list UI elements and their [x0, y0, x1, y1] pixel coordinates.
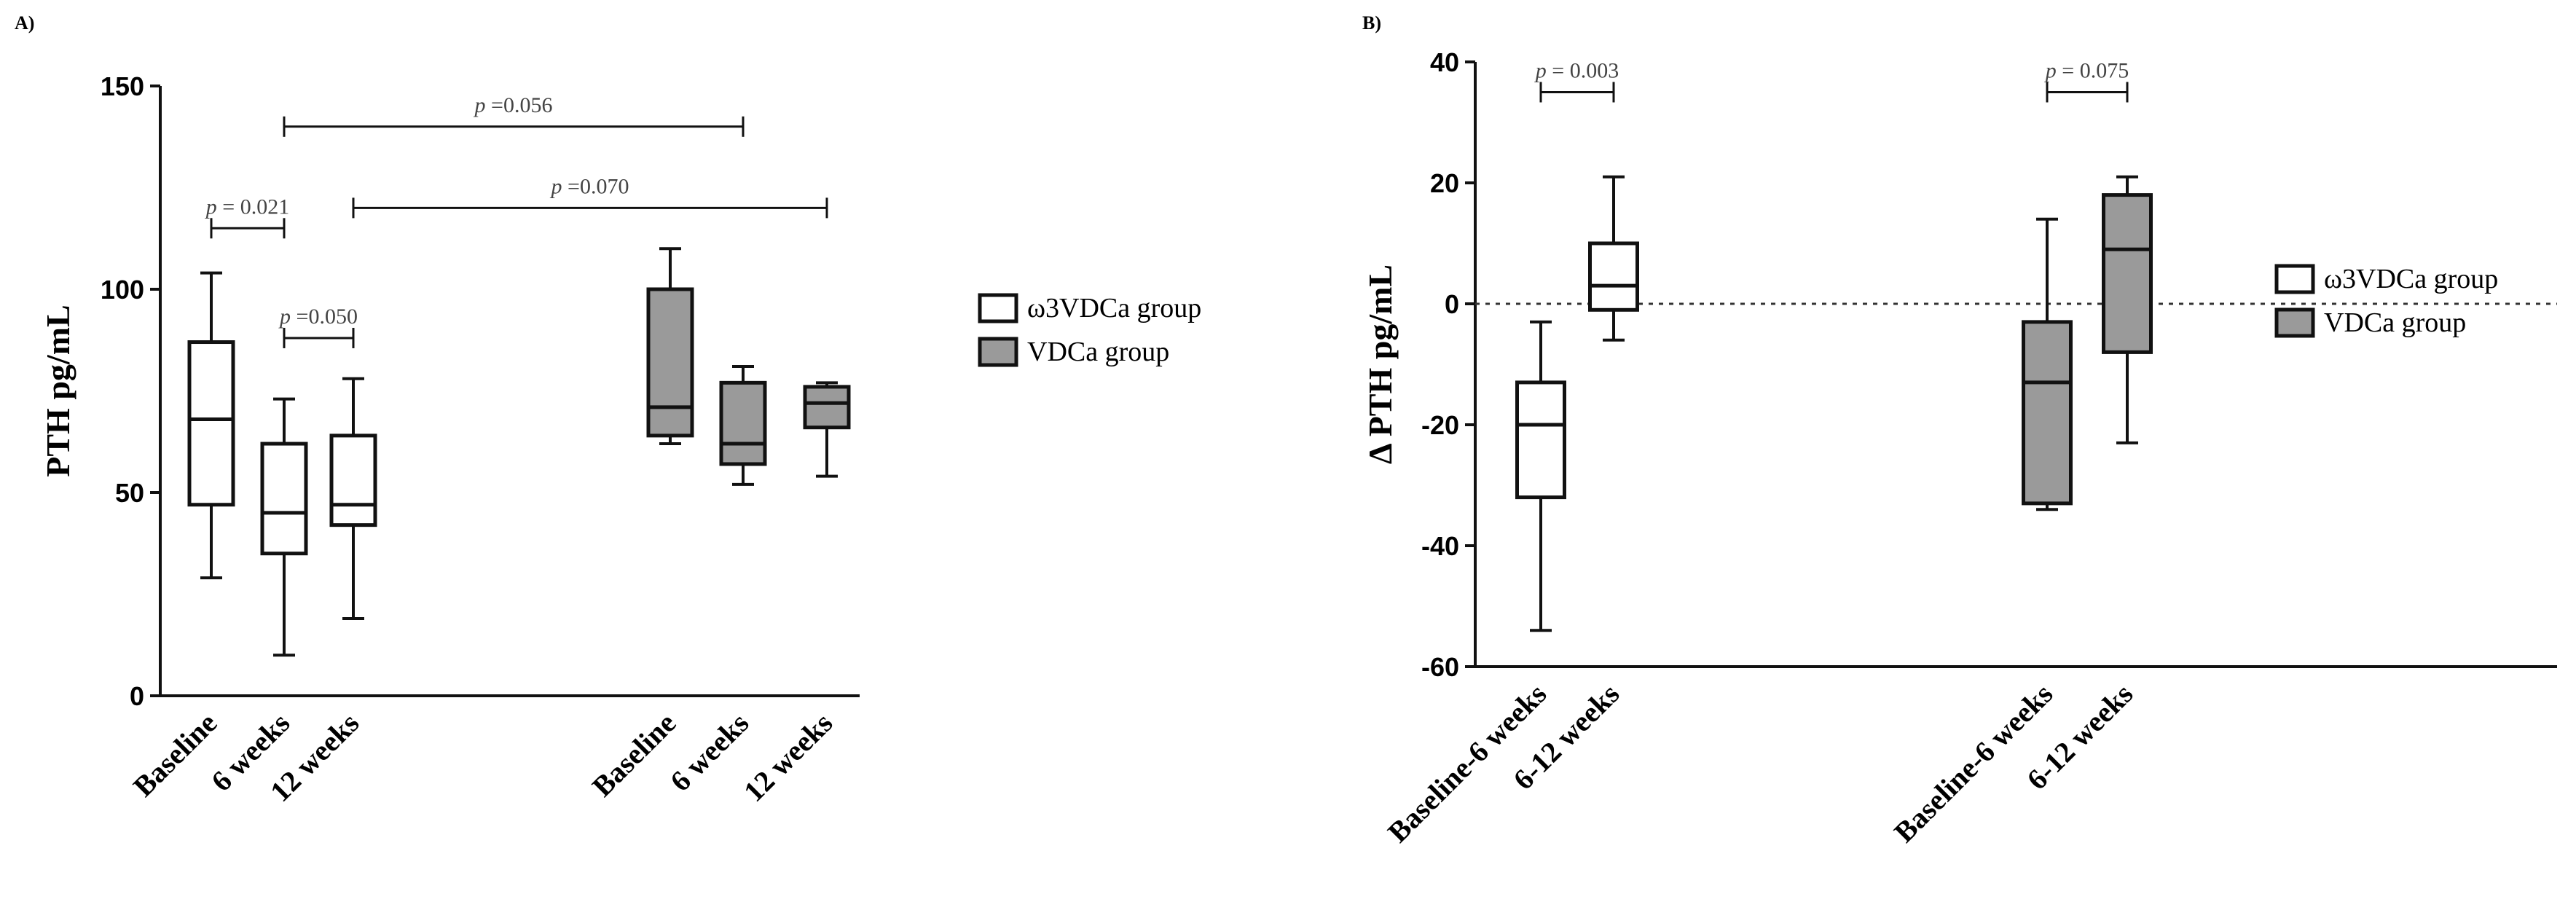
legend-swatch: [2274, 307, 2315, 338]
iqr-box: [646, 287, 694, 438]
y-tick-label: 20: [1430, 168, 1459, 198]
y-tick-label: 0: [130, 681, 144, 711]
legend-swatch: [978, 337, 1018, 367]
p-value-label: p = 0.075: [2044, 59, 2129, 83]
box-plot: [719, 365, 767, 486]
p-value: =0.050: [291, 305, 358, 329]
p-symbol: p: [550, 174, 562, 198]
significance-bracket: p = 0.021: [205, 195, 289, 239]
legend: ω3VDCa group VDCa group: [978, 293, 1201, 367]
iqr-box: [260, 442, 308, 556]
y-axis-title: PTH pg/mL: [39, 305, 76, 476]
iqr-box: [803, 385, 851, 430]
p-value: = 0.075: [2057, 59, 2129, 83]
legend-label: ω3VDCa group: [2324, 264, 2498, 294]
x-category-label: Baseline: [586, 707, 682, 803]
box-plot: [260, 397, 308, 657]
iqr-box: [329, 434, 377, 527]
legend-swatch: [978, 293, 1018, 323]
iqr-box: [187, 340, 235, 507]
box-plot: [803, 381, 851, 478]
significance-bracket: p =0.070: [352, 174, 828, 219]
p-symbol: p: [1534, 59, 1547, 83]
p-value-label: p =0.050: [278, 305, 358, 329]
legend-label: ω3VDCa group: [1027, 293, 1201, 323]
y-tick-label: 0: [1445, 289, 1459, 319]
iqr-box: [1515, 380, 1566, 500]
p-symbol: p: [474, 93, 486, 117]
p-value: =0.056: [486, 93, 553, 117]
significance-bracket: p = 0.003: [1534, 59, 1619, 103]
iqr-box: [1588, 241, 1639, 312]
p-value-label: p = 0.021: [205, 195, 289, 219]
significance-bracket: p = 0.075: [2044, 59, 2129, 103]
box-plot: [329, 377, 377, 620]
legend-swatch: [2274, 264, 2315, 294]
p-value: =0.070: [562, 174, 629, 198]
p-value: = 0.021: [217, 195, 289, 219]
box-plot: [187, 271, 235, 580]
legend: ω3VDCa group VDCa group: [2274, 264, 2498, 338]
y-axis-title: Δ PTH pg/mL: [1362, 264, 1399, 464]
iqr-box: [2022, 320, 2073, 506]
legend-label: VDCa group: [2324, 307, 2466, 338]
iqr-box: [2102, 193, 2153, 354]
y-tick-label: 50: [115, 478, 144, 508]
y-tick-label: 100: [101, 275, 144, 305]
p-symbol: p: [205, 195, 217, 219]
y-tick-label: -60: [1421, 652, 1459, 682]
iqr-box: [719, 380, 767, 466]
p-value: = 0.003: [1547, 59, 1619, 83]
box-plot: [1515, 320, 1566, 632]
x-category-label: Baseline: [127, 707, 223, 803]
box-plot: [646, 247, 694, 446]
box-plot: [2102, 175, 2153, 444]
y-tick-label: -20: [1421, 410, 1459, 440]
p-value-label: p = 0.003: [1534, 59, 1619, 83]
box-plot: [1588, 175, 1639, 342]
panel-label: B): [1362, 12, 1381, 34]
p-value-label: p =0.070: [550, 174, 629, 198]
y-tick-label: -40: [1421, 531, 1459, 561]
legend-label: VDCa group: [1027, 337, 1169, 367]
panel-label: A): [15, 12, 34, 34]
p-symbol: p: [278, 305, 291, 329]
p-value-label: p =0.056: [474, 93, 553, 117]
y-tick-label: 150: [101, 71, 144, 101]
p-symbol: p: [2044, 59, 2057, 83]
box-plot: [2022, 217, 2073, 511]
significance-bracket: p =0.050: [278, 305, 358, 348]
x-category-label: 12 weeks: [737, 707, 839, 808]
y-tick-label: 40: [1430, 47, 1459, 77]
significance-bracket: p =0.056: [283, 93, 745, 137]
